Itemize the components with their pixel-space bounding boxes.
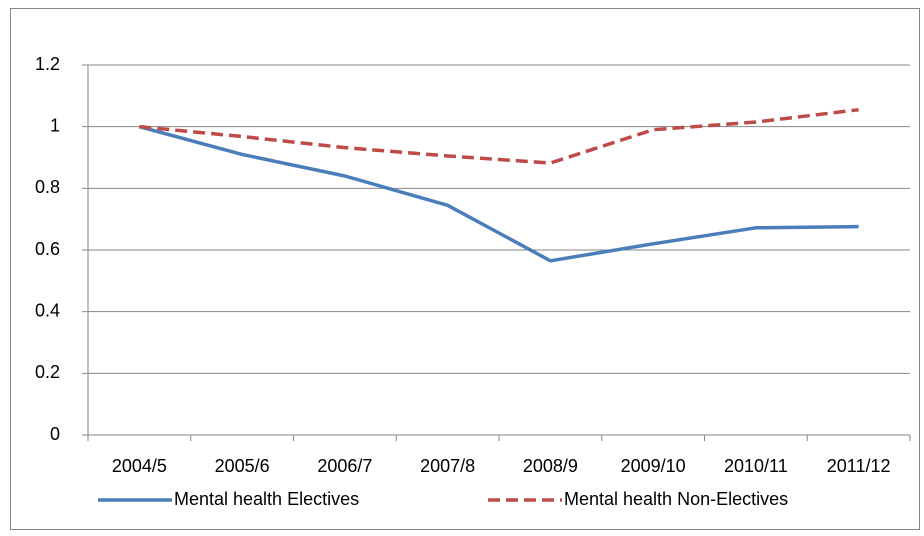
y-tick-label: 0.2 bbox=[35, 362, 60, 382]
x-tick-label: 2004/5 bbox=[112, 456, 167, 476]
x-tick-label: 2011/12 bbox=[827, 456, 891, 476]
x-tick-label: 2009/10 bbox=[621, 456, 686, 476]
data-line bbox=[139, 107, 859, 165]
y-tick-label: 0.8 bbox=[35, 177, 60, 197]
x-tick-label: 2010/11 bbox=[724, 456, 788, 476]
chart-border bbox=[10, 8, 920, 530]
x-tick-label: 2008/9 bbox=[523, 456, 578, 476]
legend-label: Mental health Electives bbox=[174, 489, 359, 509]
x-tick-label: 2005/6 bbox=[215, 456, 270, 476]
y-tick-label: 1 bbox=[50, 115, 60, 135]
y-tick-label: 1.2 bbox=[35, 54, 60, 74]
data-line bbox=[138, 124, 859, 263]
legend-label: Mental health Non-Electives bbox=[564, 489, 788, 509]
x-tick-label: 2007/8 bbox=[420, 456, 475, 476]
x-tick-label: 2006/7 bbox=[317, 456, 372, 476]
y-tick-label: 0.4 bbox=[35, 300, 60, 320]
y-tick-label: 0 bbox=[50, 424, 60, 444]
y-tick-label: 0.6 bbox=[35, 239, 60, 259]
